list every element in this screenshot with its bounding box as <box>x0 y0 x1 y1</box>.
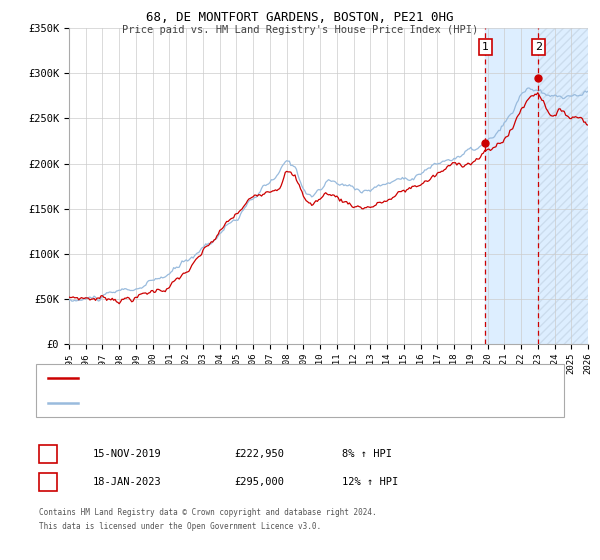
Text: 12% ↑ HPI: 12% ↑ HPI <box>342 477 398 487</box>
Text: 68, DE MONTFORT GARDENS, BOSTON, PE21 0HG: 68, DE MONTFORT GARDENS, BOSTON, PE21 0H… <box>146 11 454 24</box>
Text: This data is licensed under the Open Government Licence v3.0.: This data is licensed under the Open Gov… <box>39 522 321 531</box>
Text: 2: 2 <box>44 477 52 487</box>
Text: 18-JAN-2023: 18-JAN-2023 <box>93 477 162 487</box>
Text: 68, DE MONTFORT GARDENS, BOSTON, PE21 0HG (detached house): 68, DE MONTFORT GARDENS, BOSTON, PE21 0H… <box>87 374 399 383</box>
Text: 1: 1 <box>482 42 489 52</box>
Text: £295,000: £295,000 <box>234 477 284 487</box>
Text: Contains HM Land Registry data © Crown copyright and database right 2024.: Contains HM Land Registry data © Crown c… <box>39 508 377 517</box>
Bar <box>485 28 588 344</box>
Text: £222,950: £222,950 <box>234 449 284 459</box>
Text: HPI: Average price, detached house, Boston: HPI: Average price, detached house, Bost… <box>87 398 313 407</box>
Text: 15-NOV-2019: 15-NOV-2019 <box>93 449 162 459</box>
Text: Price paid vs. HM Land Registry's House Price Index (HPI): Price paid vs. HM Land Registry's House … <box>122 25 478 35</box>
Text: 2: 2 <box>535 42 542 52</box>
Text: 1: 1 <box>44 449 52 459</box>
Bar <box>538 28 588 344</box>
Text: 8% ↑ HPI: 8% ↑ HPI <box>342 449 392 459</box>
